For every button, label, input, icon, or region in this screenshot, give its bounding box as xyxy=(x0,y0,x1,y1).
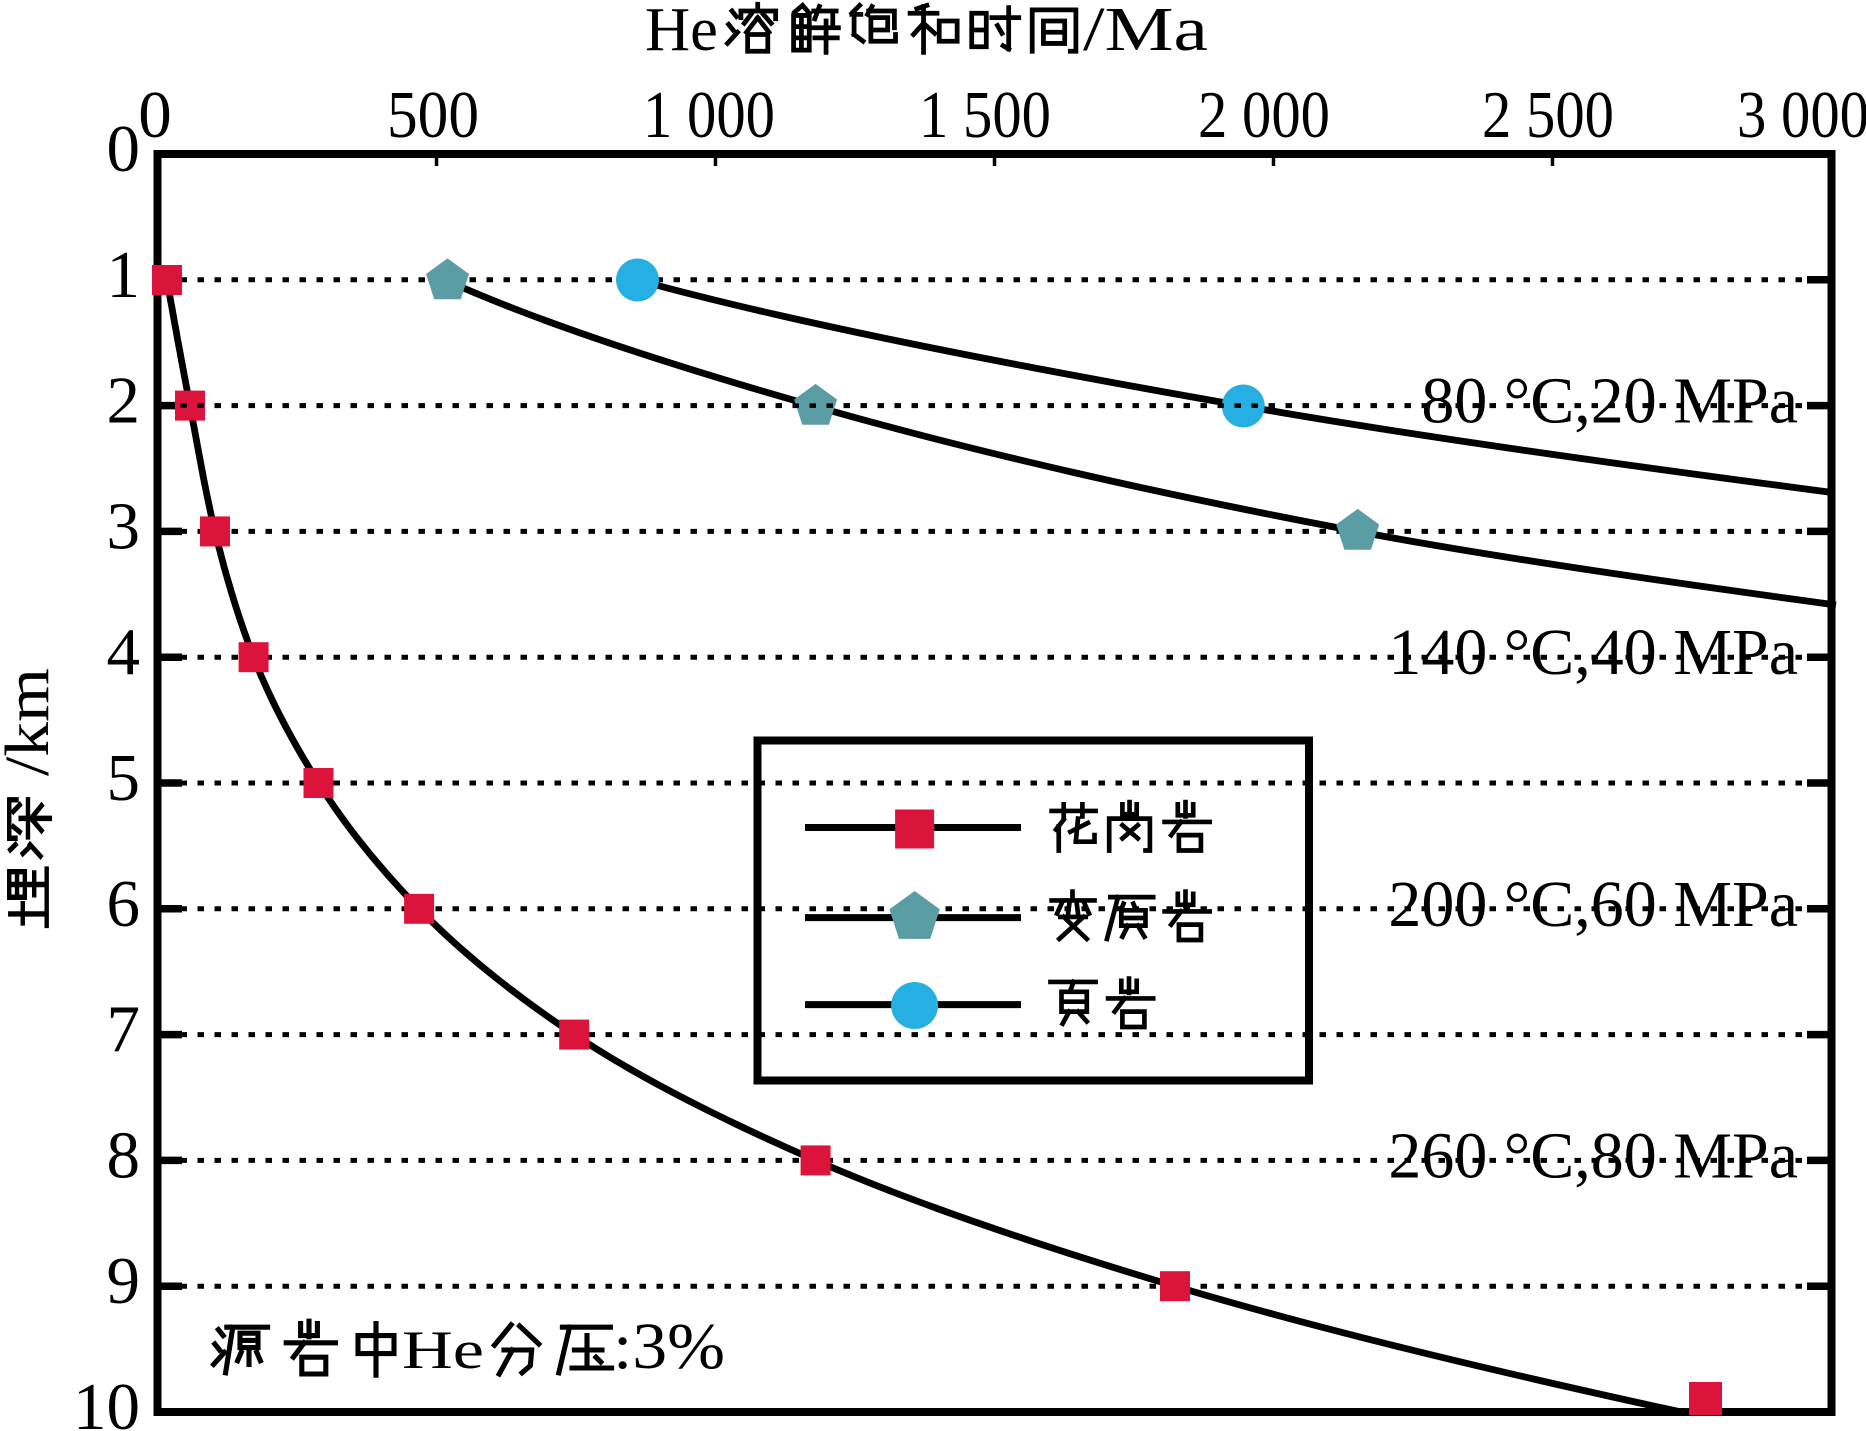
svg-text:8: 8 xyxy=(107,1118,141,1192)
svg-text:He: He xyxy=(402,1320,484,1380)
svg-text:2: 2 xyxy=(107,364,141,438)
svg-text:140 °C,40 MPa: 140 °C,40 MPa xyxy=(1388,616,1798,689)
svg-text:3 000: 3 000 xyxy=(1737,78,1866,152)
svg-text:2 500: 2 500 xyxy=(1482,78,1614,152)
svg-text:0: 0 xyxy=(107,112,141,186)
svg-text:6: 6 xyxy=(107,867,141,941)
svg-text:2 000: 2 000 xyxy=(1198,78,1330,152)
svg-text:80 °C,20 MPa: 80 °C,20 MPa xyxy=(1421,365,1798,438)
svg-text:500: 500 xyxy=(387,78,479,152)
svg-text:1: 1 xyxy=(107,238,141,312)
svg-text:He: He xyxy=(645,0,718,64)
svg-text:4: 4 xyxy=(107,615,141,689)
svg-text:260 °C,80 MPa: 260 °C,80 MPa xyxy=(1388,1119,1798,1192)
svg-text:10: 10 xyxy=(73,1370,140,1431)
svg-text:/km: /km xyxy=(0,668,62,776)
svg-text:200 °C,60 MPa: 200 °C,60 MPa xyxy=(1388,868,1798,941)
svg-text:7: 7 xyxy=(107,993,141,1067)
svg-text:5: 5 xyxy=(107,741,141,815)
svg-text:/Ma: /Ma xyxy=(1083,0,1208,64)
svg-text:0: 0 xyxy=(138,78,172,152)
svg-text:1 500: 1 500 xyxy=(919,78,1051,152)
svg-text:9: 9 xyxy=(107,1244,141,1318)
svg-text::3%: :3% xyxy=(613,1310,725,1383)
svg-text:3: 3 xyxy=(107,489,141,563)
svg-text:1 000: 1 000 xyxy=(643,78,775,152)
